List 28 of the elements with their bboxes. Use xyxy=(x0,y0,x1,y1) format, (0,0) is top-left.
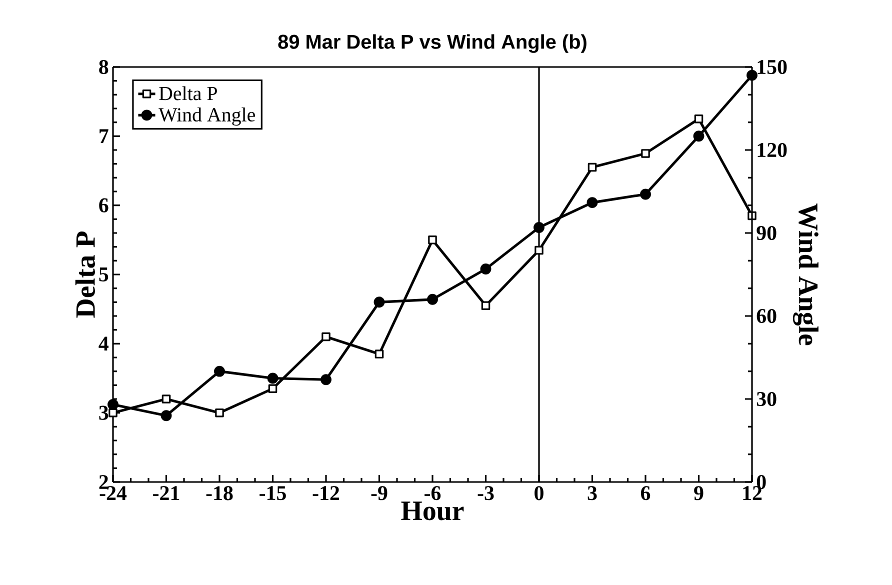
x-tick-label: -12 xyxy=(312,486,340,500)
y2-tick-label: 30 xyxy=(756,392,776,406)
x-tick-label: 3 xyxy=(588,486,597,500)
x-tick-label: -15 xyxy=(260,486,286,500)
y-tick-label: 8 xyxy=(99,60,108,74)
x-tick-label: 0 xyxy=(534,486,544,500)
legend-label: Wind Angle xyxy=(158,108,255,126)
x-tick-label: -18 xyxy=(206,486,233,500)
y2-tick-label: 150 xyxy=(758,60,787,74)
y-tick-label: 5 xyxy=(99,268,108,282)
x-tick-label: 9 xyxy=(694,486,704,500)
y-tick-label: 7 xyxy=(100,129,108,144)
chart-title: 89 Mar Delta P vs Wind Angle (b) xyxy=(278,34,586,53)
legend-label: Delta P xyxy=(159,86,217,100)
y2-axis-title: Wind Angle xyxy=(792,203,818,346)
y2-tick-label: 90 xyxy=(756,226,776,240)
x-tick-label: -3 xyxy=(478,486,494,500)
x-tick-label: -21 xyxy=(153,486,180,500)
y2-tick-label: 120 xyxy=(758,142,787,158)
y-axis-title: Delta P xyxy=(75,232,95,318)
y2-tick-label: 60 xyxy=(756,308,776,324)
x-tick-label: -9 xyxy=(371,486,388,500)
y-tick-label: 4 xyxy=(98,336,108,351)
x-axis-title: Hour xyxy=(401,502,464,520)
y-tick-label: 3 xyxy=(99,406,108,420)
x-tick-label: -6 xyxy=(424,486,441,500)
x-tick-label: 6 xyxy=(640,486,650,500)
y-tick-label: 6 xyxy=(99,198,108,212)
